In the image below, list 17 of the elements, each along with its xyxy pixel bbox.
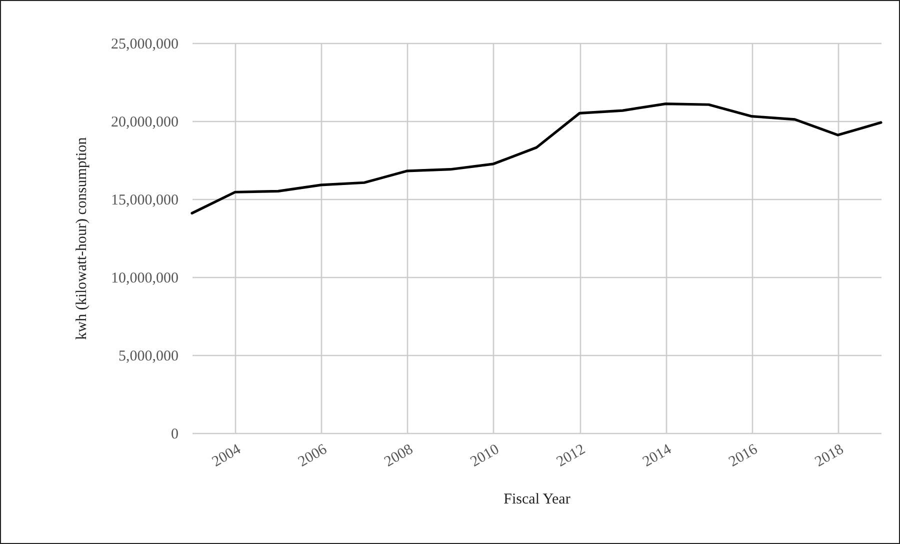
y-tick-label: 15,000,000 <box>111 192 178 208</box>
x-tick-label: 2006 <box>296 441 330 470</box>
y-tick-label: 0 <box>171 426 178 442</box>
y-tick-label: 5,000,000 <box>118 348 178 364</box>
x-axis-title: Fiscal Year <box>504 491 570 508</box>
x-tick-label: 2010 <box>468 442 502 470</box>
x-tick-label: 2016 <box>726 441 761 470</box>
x-tick-label: 2004 <box>210 441 244 470</box>
y-tick-label: 10,000,000 <box>111 270 178 286</box>
x-tick-label: 2014 <box>640 441 675 470</box>
line-series <box>190 102 882 214</box>
x-tick-label: 2012 <box>554 442 588 470</box>
y-tick-label: 20,000,000 <box>111 114 178 130</box>
x-tick-label: 2018 <box>812 442 846 470</box>
x-tick-label: 2008 <box>382 442 416 470</box>
y-axis-title: kwh (kilowatt-hour) consumption <box>74 136 90 340</box>
y-tick-label: 25,000,000 <box>111 36 178 52</box>
